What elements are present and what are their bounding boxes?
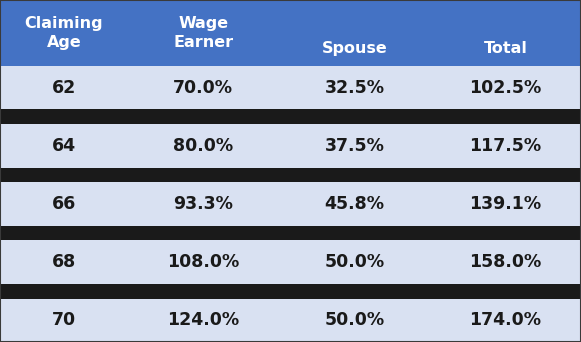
Bar [128, 168, 279, 182]
Bar [128, 299, 279, 342]
Text: 80.0%: 80.0% [173, 137, 234, 155]
Text: 32.5%: 32.5% [324, 79, 385, 97]
Bar [128, 284, 279, 299]
Text: 37.5%: 37.5% [324, 137, 385, 155]
Bar [279, 0, 430, 66]
Text: Total: Total [483, 41, 528, 56]
Text: 93.3%: 93.3% [173, 195, 234, 213]
Text: 68: 68 [52, 253, 76, 271]
Text: 124.0%: 124.0% [167, 311, 239, 329]
Bar [430, 299, 581, 342]
Bar [279, 226, 430, 240]
Bar [430, 226, 581, 240]
Bar [279, 109, 430, 124]
Bar [0, 299, 128, 342]
Bar [279, 284, 430, 299]
Bar [279, 240, 430, 284]
Bar [0, 240, 128, 284]
Text: 108.0%: 108.0% [167, 253, 239, 271]
Text: Wage
Earner: Wage Earner [173, 16, 234, 50]
Text: 70.0%: 70.0% [173, 79, 234, 97]
Bar [430, 124, 581, 168]
Text: 50.0%: 50.0% [324, 253, 385, 271]
Text: 139.1%: 139.1% [469, 195, 541, 213]
Bar [0, 0, 128, 66]
Bar [279, 182, 430, 226]
Bar [430, 240, 581, 284]
Text: Claiming
Age: Claiming Age [24, 16, 103, 50]
Bar [128, 109, 279, 124]
Bar [279, 168, 430, 182]
Text: 64: 64 [52, 137, 76, 155]
Bar [128, 0, 279, 66]
Bar [279, 299, 430, 342]
Bar [430, 168, 581, 182]
Bar [279, 66, 430, 109]
Text: 45.8%: 45.8% [324, 195, 385, 213]
Bar [128, 226, 279, 240]
Bar [0, 109, 128, 124]
Bar [0, 124, 128, 168]
Bar [430, 109, 581, 124]
Text: 102.5%: 102.5% [469, 79, 541, 97]
Bar [430, 66, 581, 109]
Text: 50.0%: 50.0% [324, 311, 385, 329]
Bar [279, 124, 430, 168]
Text: 62: 62 [52, 79, 76, 97]
Bar [430, 182, 581, 226]
Bar [430, 284, 581, 299]
Bar [0, 168, 128, 182]
Bar [0, 284, 128, 299]
Bar [0, 226, 128, 240]
Bar [128, 66, 279, 109]
Bar [0, 182, 128, 226]
Text: 174.0%: 174.0% [469, 311, 541, 329]
Text: Spouse: Spouse [321, 41, 388, 56]
Bar [128, 182, 279, 226]
Text: 70: 70 [52, 311, 76, 329]
Bar [128, 240, 279, 284]
Bar [128, 124, 279, 168]
Text: 117.5%: 117.5% [469, 137, 541, 155]
Text: 66: 66 [52, 195, 76, 213]
Bar [430, 0, 581, 66]
Bar [0, 66, 128, 109]
Text: 158.0%: 158.0% [469, 253, 541, 271]
